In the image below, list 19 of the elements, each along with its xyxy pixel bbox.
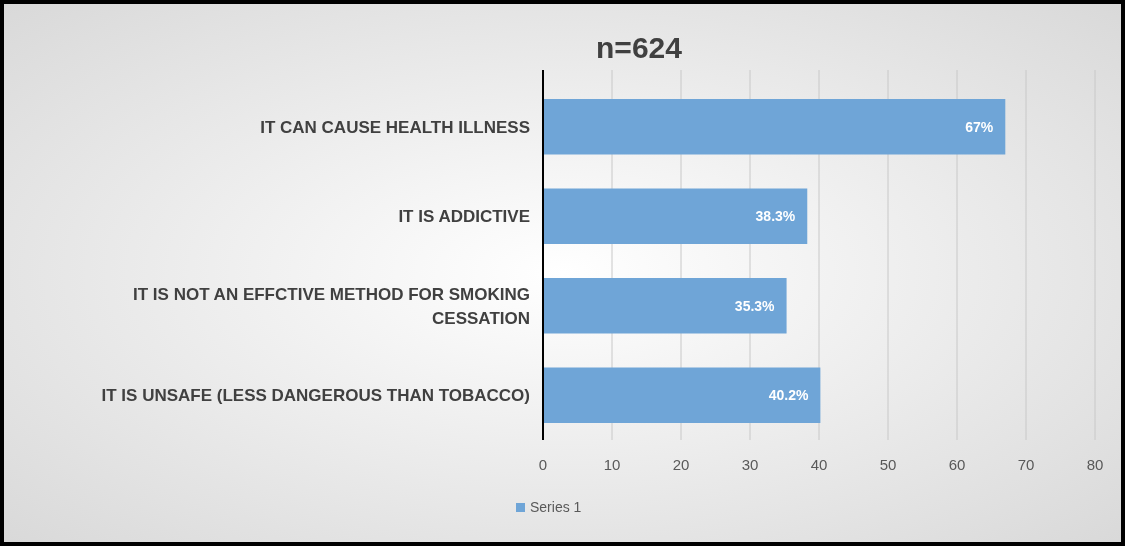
y-tick-label: IT IS UNSAFE (LESS DANGEROUS THAN TOBACCO) <box>101 386 530 406</box>
y-tick-label: IT IS NOT AN EFFCTIVE METHOD FOR SMOKING CESSATION <box>133 284 530 328</box>
x-tick-label: 80 <box>1086 456 1104 473</box>
data-label: 67% <box>965 118 994 135</box>
data-label: 35.3% <box>734 297 776 314</box>
y-tick-label: IT CAN CAUSE HEALTH ILLNESS <box>260 117 530 137</box>
legend-label: Series 1 <box>530 499 582 515</box>
data-label: 38.3% <box>755 208 796 225</box>
x-tick-label: 30 <box>741 456 759 473</box>
x-tick-label: 20 <box>672 456 690 473</box>
y-tick-label: IT IS ADDICTIVE <box>398 207 530 227</box>
x-tick-label: 40 <box>810 456 828 473</box>
x-tick-label: 10 <box>603 456 621 473</box>
x-tick-label: 70 <box>1017 456 1035 473</box>
x-tick-label: 50 <box>879 456 897 473</box>
x-tick-label: 60 <box>948 456 966 473</box>
chart-title: n=624 <box>596 31 683 64</box>
x-tick-label: 0 <box>538 456 548 473</box>
data-label: 40.2% <box>768 387 809 404</box>
